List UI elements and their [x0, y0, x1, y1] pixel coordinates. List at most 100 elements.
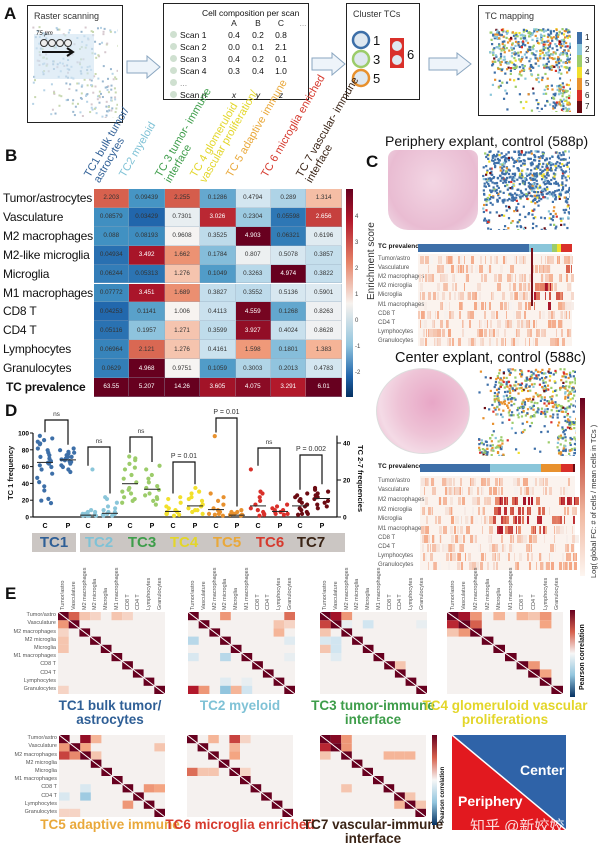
tc-dot	[569, 391, 571, 393]
heatmap-stripe	[550, 544, 552, 552]
colorbar-tick: 4	[355, 214, 358, 220]
data-point-TC3-C	[127, 454, 131, 458]
matrix-cell	[331, 735, 342, 743]
tc-dot	[519, 58, 521, 60]
heatmap-stripe	[529, 535, 532, 543]
matrix-cell	[80, 792, 91, 800]
heatmap-cell: 0.3525	[200, 227, 235, 246]
heatmap-stripe	[460, 292, 464, 300]
heatmap-row-label: Microglia	[378, 292, 402, 299]
tc-dot	[553, 93, 555, 95]
raster-dot	[81, 31, 83, 33]
heatmap-stripe	[517, 320, 520, 328]
tc-dot	[509, 384, 511, 386]
heatmap-cell: 0.2013	[271, 359, 306, 378]
heatmap-stripe	[458, 535, 462, 543]
heatmap-stripe	[478, 507, 480, 515]
tc-dot	[494, 182, 496, 184]
raster-dot	[50, 113, 52, 115]
matrix-cell	[540, 620, 552, 628]
tc-dot	[501, 34, 503, 36]
scan-icon	[170, 55, 177, 62]
heatmap-stripe	[547, 265, 550, 273]
tc-dot	[508, 62, 510, 64]
tc-dot	[489, 51, 491, 53]
tc-dot	[533, 208, 535, 210]
heatmap-stripe	[493, 329, 496, 337]
data-point-TC1-C	[42, 438, 46, 442]
tc-dot	[505, 179, 507, 181]
tc-dot	[486, 448, 488, 450]
tc-dot	[544, 385, 546, 387]
tc-dot	[491, 43, 493, 45]
tc-dot	[549, 157, 551, 159]
tc-dot	[534, 198, 536, 200]
heatmap-stripe	[504, 497, 505, 505]
data-point-TC6-C	[260, 491, 264, 495]
tc-dot	[560, 154, 562, 156]
data-point-TC4-P	[189, 491, 193, 495]
tc-dot	[561, 426, 563, 428]
tc-dot	[558, 90, 560, 92]
heatmap-cell: 0.03429	[129, 208, 164, 227]
heatmap-row-label: CD4 T	[378, 320, 395, 327]
tc-dot	[506, 177, 508, 179]
matrix-row-label: M2 microglia	[0, 637, 56, 643]
tc-dot	[532, 372, 534, 374]
tc-dot	[489, 445, 491, 447]
raster-dot	[68, 88, 70, 90]
tc-dot	[540, 413, 542, 415]
tc-dot	[509, 79, 511, 81]
tc-dot	[518, 168, 520, 170]
tc-dot	[515, 381, 517, 383]
tc-dot	[553, 36, 555, 38]
heatmap-stripe	[442, 329, 445, 337]
tc-dot	[534, 402, 536, 404]
tc-dot	[485, 376, 487, 378]
raster-dot	[96, 112, 98, 114]
heatmap-stripe	[431, 507, 432, 515]
tc-dot	[492, 155, 494, 157]
significance-label: P = 0.002	[296, 446, 326, 453]
watermark: 知乎 @新姣姣	[470, 815, 564, 836]
matrix-column-label: Lymphocytes	[146, 578, 152, 610]
tc-dot	[487, 158, 489, 160]
tc-dot	[509, 60, 511, 62]
raster-dot	[111, 107, 113, 109]
tc-dot	[546, 158, 548, 160]
tc-dot	[510, 67, 512, 69]
tc-dot	[512, 414, 514, 416]
raster-dot	[57, 29, 59, 31]
heatmap-cell: 14.26	[165, 378, 200, 397]
tc-dot	[528, 212, 530, 214]
tc-dot	[562, 175, 564, 177]
heatmap-stripe	[458, 497, 461, 505]
matrix-cell	[331, 612, 342, 620]
tc-dot	[501, 69, 503, 71]
tc-dot	[504, 185, 506, 187]
tc-dot	[543, 57, 545, 59]
tc-dot	[522, 401, 524, 403]
raster-dot	[87, 84, 89, 86]
heatmap-stripe	[452, 338, 454, 346]
data-point-TC4-C	[165, 512, 169, 516]
tc-dot	[520, 74, 522, 76]
matrix-cell	[284, 653, 295, 661]
data-point-TC7-P	[325, 504, 329, 508]
heatmap-stripe	[452, 274, 454, 282]
tc-dot	[533, 383, 535, 385]
tc-dot	[544, 413, 546, 415]
heatmap-stripe	[560, 292, 562, 300]
heatmap-stripe	[548, 283, 550, 291]
tc-dot	[556, 394, 558, 396]
tc-dot	[549, 375, 551, 377]
tc-dot	[516, 35, 518, 37]
heatmap-stripe	[525, 292, 527, 300]
tc-dot	[569, 43, 571, 45]
tc-dot	[538, 374, 540, 376]
tc-dot	[563, 86, 565, 88]
heatmap-stripe	[460, 256, 462, 264]
tc-dot	[539, 50, 541, 52]
tc-dot	[563, 158, 565, 160]
raster-dot	[114, 87, 116, 89]
